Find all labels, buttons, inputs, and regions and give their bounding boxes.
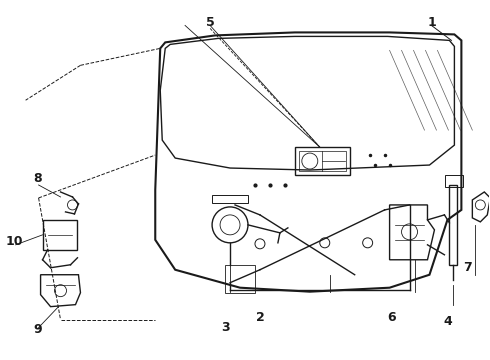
Text: 1: 1: [427, 16, 436, 29]
Text: 9: 9: [33, 323, 42, 336]
Text: 3: 3: [220, 321, 229, 334]
Text: 6: 6: [387, 311, 396, 324]
Text: 2: 2: [256, 311, 264, 324]
Text: 7: 7: [463, 261, 472, 274]
Text: 5: 5: [206, 16, 215, 29]
Text: 4: 4: [443, 315, 452, 328]
Text: 8: 8: [33, 171, 42, 185]
Text: 10: 10: [6, 235, 24, 248]
